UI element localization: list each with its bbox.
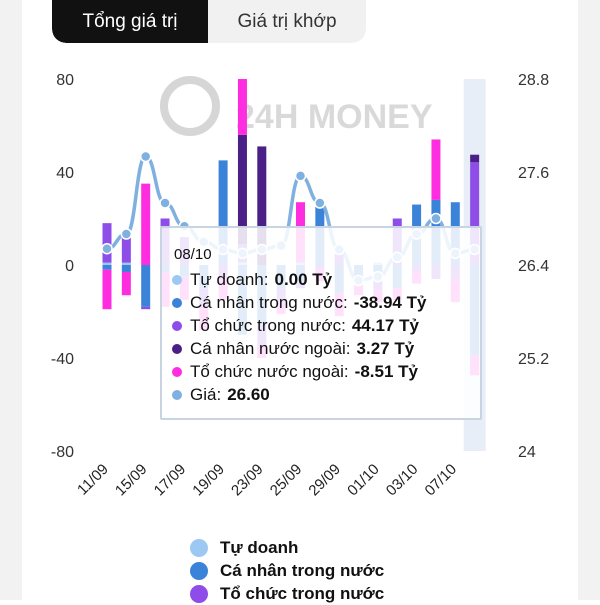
bar-segment [121, 271, 131, 296]
series-dot-icon [172, 390, 182, 400]
tooltip-label: Tự doanh: [190, 270, 269, 289]
watermark-text: 24H MONEY [236, 98, 433, 136]
legend-label: Cá nhân trong nước [220, 560, 385, 580]
price-point [314, 197, 326, 209]
legend-label: Tự doanh [220, 537, 299, 557]
tooltip-row-gia: Giá: 26.60 [172, 383, 270, 407]
series-dot-icon [172, 344, 182, 354]
x-tick-label: 17/09 [151, 461, 190, 500]
bar-segment [431, 139, 441, 200]
tooltip-row-ca-nhan-nuoc-ngoai: Cá nhân nước ngoài: 3.27 Tỷ [172, 337, 414, 361]
tab-total-value[interactable]: Tổng giá trị [52, 0, 208, 43]
tab-bar: Tổng giá trị Giá trị khớp [52, 0, 366, 43]
watermark-logo-icon [160, 76, 220, 136]
x-tick-label: 23/09 [228, 461, 267, 500]
tooltip-value: 26.60 [227, 385, 270, 404]
legend-dot-icon [190, 584, 208, 603]
tooltip-row-to-chuc-nuoc-ngoai: Tổ chức nước ngoài: -8.51 Tỷ [172, 360, 418, 384]
x-tick-label: 07/10 [422, 461, 461, 500]
tooltip-value: -38.94 Tỷ [353, 293, 427, 312]
bar-segment [141, 265, 151, 307]
y-left-tick-label: -80 [51, 444, 74, 461]
y-right-tick-label: 28.8 [518, 72, 549, 89]
legend-item-to-chuc-trong-nuoc[interactable]: Tổ chức trong nước [190, 582, 384, 605]
tooltip-row-to-chuc-trong-nuoc: Tổ chức trong nước: 44.17 Tỷ [172, 314, 419, 338]
bar-segment [257, 146, 267, 265]
series-dot-icon [172, 298, 182, 308]
series-dot-icon [172, 275, 182, 285]
tooltip-value: -8.51 Tỷ [354, 362, 418, 381]
y-left-tick-label: 80 [56, 72, 74, 89]
bar-segment [218, 160, 228, 265]
price-point [120, 228, 133, 240]
y-left-tick-label: -40 [51, 351, 74, 368]
bar-segment [141, 183, 151, 265]
y-left-tick-label: 40 [56, 165, 74, 182]
bar-segment [102, 223, 112, 263]
series-dot-icon [172, 367, 182, 377]
y-right-tick-label: 25.2 [518, 351, 549, 368]
x-tick-label: 03/10 [383, 461, 422, 500]
price-point [139, 150, 152, 163]
bar-segment [102, 265, 112, 270]
bar-segment [237, 134, 247, 245]
tooltip-label: Tổ chức trong nước: [190, 316, 346, 335]
series-dot-icon [172, 321, 182, 331]
price-point [159, 197, 171, 209]
bar-segment [121, 265, 131, 272]
tooltip-row-ca-nhan-trong-nuoc: Cá nhân trong nước: -38.94 Tỷ [172, 291, 426, 315]
tooltip-value: 0.00 Tỷ [274, 270, 333, 289]
price-point [430, 212, 442, 225]
bar-segment [102, 262, 112, 265]
tooltip-value: 44.17 Tỷ [351, 316, 419, 335]
x-tick-label: 29/09 [305, 461, 344, 500]
price-point [294, 170, 307, 182]
bar-segment [121, 262, 131, 265]
tooltip-label: Giá: [190, 385, 222, 404]
bar-segment [237, 79, 247, 135]
y-right-tick-label: 24 [518, 444, 536, 461]
price-point [101, 242, 113, 255]
bar-segment [470, 162, 480, 265]
legend-dot-icon [190, 561, 208, 580]
right-shade [578, 0, 600, 600]
x-tick-label: 15/09 [112, 461, 151, 500]
left-shade [0, 0, 22, 600]
bar-segment [121, 234, 131, 263]
legend-item-ca-nhan-trong-nuoc[interactable]: Cá nhân trong nước [190, 559, 384, 582]
bar-segment [470, 154, 480, 163]
y-left-tick-label: 0 [65, 258, 74, 275]
tooltip-label: Cá nhân trong nước: [190, 293, 348, 312]
x-tick-label: 19/09 [189, 461, 228, 500]
x-tick-label: 25/09 [267, 461, 306, 500]
tooltip-row-tu-doanh: Tự doanh: 0.00 Tỷ [172, 268, 332, 292]
legend-item-tu-doanh[interactable]: Tự doanh [190, 536, 384, 559]
bar-segment [102, 269, 112, 310]
bar-segment [141, 306, 151, 310]
tooltip-label: Tổ chức nước ngoài: [190, 362, 349, 381]
tooltip-value: 3.27 Tỷ [356, 339, 415, 358]
legend-label: Tổ chức trong nước [220, 583, 385, 603]
x-tick-label: 01/10 [344, 461, 383, 500]
tab-matched-value[interactable]: Giá trị khớp [208, 0, 366, 43]
y-right-tick-label: 27.6 [518, 165, 549, 182]
tooltip-label: Cá nhân nước ngoài: [190, 339, 351, 358]
tooltip: 08/10 Tự doanh: 0.00 Tỷ Cá nhân trong nư… [160, 226, 482, 420]
legend-dot-icon [190, 538, 208, 557]
tooltip-date: 08/10 [174, 246, 212, 263]
y-right-tick-label: 26.4 [518, 258, 549, 275]
x-tick-label: 11/09 [74, 461, 112, 499]
legend: Tự doanh Cá nhân trong nước Tổ chức tron… [190, 536, 384, 605]
